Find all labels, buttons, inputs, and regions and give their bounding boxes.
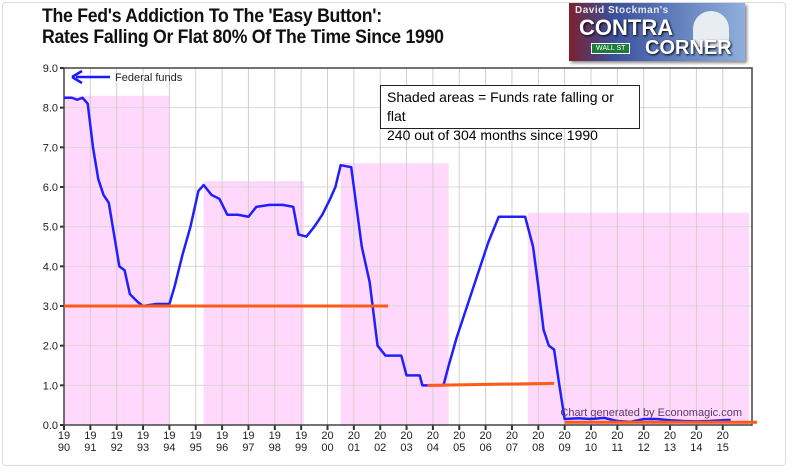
x-tick-label: 20 03 — [400, 430, 412, 454]
plot-area-border — [63, 67, 753, 426]
x-tick-label: 20 00 — [321, 430, 333, 454]
chart-credit: Chart generated by Economagic.com — [560, 407, 742, 419]
x-tick-label: 19 94 — [163, 430, 175, 454]
legend-arrow-icon — [71, 69, 83, 85]
x-tick-label: 20 15 — [717, 430, 729, 454]
x-tick-label: 19 99 — [295, 430, 307, 454]
wall-street-sign: WALL ST — [591, 43, 631, 54]
annotation-line-2: 240 out of 304 months since 1990 — [387, 127, 598, 143]
y-tick-label: 9.0 — [43, 63, 58, 75]
y-tick-label: 5.0 — [43, 222, 58, 234]
y-tick-label: 4.0 — [43, 261, 58, 273]
y-tick-label: 7.0 — [43, 142, 58, 154]
y-tick-label: 2.0 — [43, 341, 58, 353]
x-tick-label: 20 02 — [374, 430, 386, 454]
x-tick-label: 19 98 — [269, 430, 281, 454]
x-tick-label: 20 06 — [479, 430, 491, 454]
x-tick-label: 20 14 — [690, 430, 702, 454]
logo-line-2: CORNER — [645, 37, 732, 59]
flat-level-line — [427, 381, 555, 387]
x-tick-label: 20 04 — [427, 430, 439, 454]
x-tick-label: 20 09 — [559, 430, 571, 454]
x-tick-label: 19 92 — [111, 430, 123, 454]
x-tick-label: 19 91 — [84, 430, 96, 454]
chart-title: The Fed's Addiction To The 'Easy Button'… — [42, 6, 444, 48]
x-tick-label: 19 96 — [216, 430, 228, 454]
y-tick-label: 0.0 — [43, 420, 58, 432]
x-tick-label: 20 05 — [453, 430, 465, 454]
logo-line-1: CONTRA — [579, 15, 674, 40]
x-tick-label: 19 90 — [58, 430, 70, 454]
title-line-2: Rates Falling Or Flat 80% Of The Time Si… — [42, 27, 444, 48]
x-tick-label: 20 10 — [585, 430, 597, 454]
x-tick-label: 20 01 — [348, 430, 360, 454]
x-tick-label: 20 11 — [611, 430, 623, 454]
shaded-period — [203, 181, 304, 425]
x-tick-label: 19 97 — [242, 430, 254, 454]
y-tick-label: 1.0 — [43, 380, 58, 392]
contra-corner-logo: David Stockman's CONTRA WALL ST CORNER — [569, 3, 745, 61]
legend-label: Federal funds — [115, 72, 183, 84]
y-tick-label: 8.0 — [43, 103, 58, 115]
federal-funds-line — [64, 96, 731, 424]
y-tick-label: 3.0 — [43, 301, 58, 313]
annotation-line-1: Shaded areas = Funds rate falling or fla… — [387, 89, 614, 124]
capitol-dome-icon — [693, 11, 729, 47]
x-tick-label: 19 93 — [137, 430, 149, 454]
x-tick-label: 20 08 — [532, 430, 544, 454]
title-line-1: The Fed's Addiction To The 'Easy Button'… — [42, 6, 382, 27]
annotation-box: Shaded areas = Funds rate falling or fla… — [380, 85, 640, 143]
shaded-period — [340, 163, 449, 425]
x-tick-label: 20 07 — [506, 430, 518, 454]
logo-byline: David Stockman's — [575, 5, 669, 16]
x-tick-label: 19 95 — [190, 430, 202, 454]
x-tick-label: 20 13 — [664, 430, 676, 454]
y-tick-label: 6.0 — [43, 182, 58, 194]
x-tick-label: 20 12 — [638, 430, 650, 454]
